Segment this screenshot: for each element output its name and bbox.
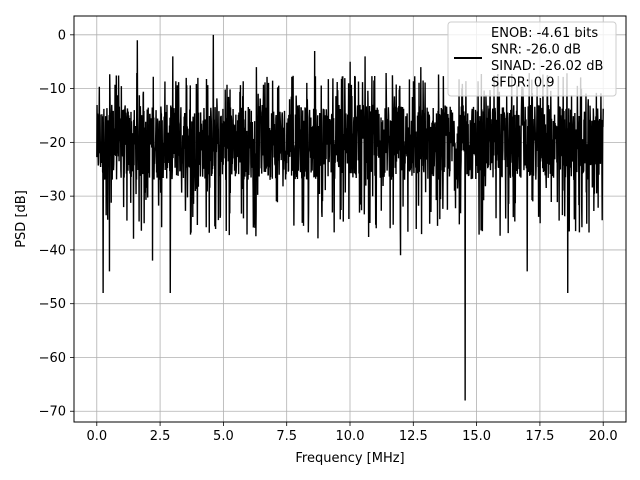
y-tick-label: 0 (58, 28, 66, 43)
x-tick-label: 17.5 (525, 429, 554, 444)
x-tick-label: 15.0 (462, 429, 491, 444)
legend-enob: ENOB: -4.61 bits (491, 26, 598, 41)
legend-sinad: SINAD: -26.02 dB (491, 59, 603, 74)
y-axis-label: PSD [dB] (14, 190, 29, 248)
y-tick-label: −50 (39, 297, 66, 312)
x-tick-label: 12.5 (399, 429, 428, 444)
y-tick-label: −60 (39, 351, 66, 366)
legend-box (447, 21, 617, 97)
legend-sfdr: SFDR: 0.9 (491, 76, 555, 91)
legend: ENOB: -4.61 bits SNR: -26.0 dB SINAD: -2… (447, 21, 617, 97)
x-tick-label: 7.5 (276, 429, 297, 444)
y-tick-label: −30 (39, 190, 66, 205)
y-axis-ticks: 0 −10 −20 −30 −40 −50 −60 −70 (39, 28, 74, 420)
y-tick-label: −20 (39, 136, 66, 151)
x-tick-label: 5.0 (213, 429, 234, 444)
psd-series-line (96, 34, 604, 401)
x-axis-ticks: 0.0 2.5 5.0 7.5 10.0 12.5 15.0 17.5 20.0 (86, 422, 618, 444)
y-tick-label: −40 (39, 243, 66, 258)
x-axis-label: Frequency [MHz] (295, 451, 404, 466)
psd-trace (96, 34, 604, 401)
x-tick-label: 10.0 (336, 429, 365, 444)
y-tick-label: −70 (39, 405, 66, 420)
x-tick-label: 0.0 (86, 429, 107, 444)
x-tick-label: 2.5 (150, 429, 171, 444)
x-tick-label: 20.0 (589, 429, 618, 444)
y-tick-label: −10 (39, 82, 66, 97)
legend-snr: SNR: -26.0 dB (491, 43, 581, 58)
